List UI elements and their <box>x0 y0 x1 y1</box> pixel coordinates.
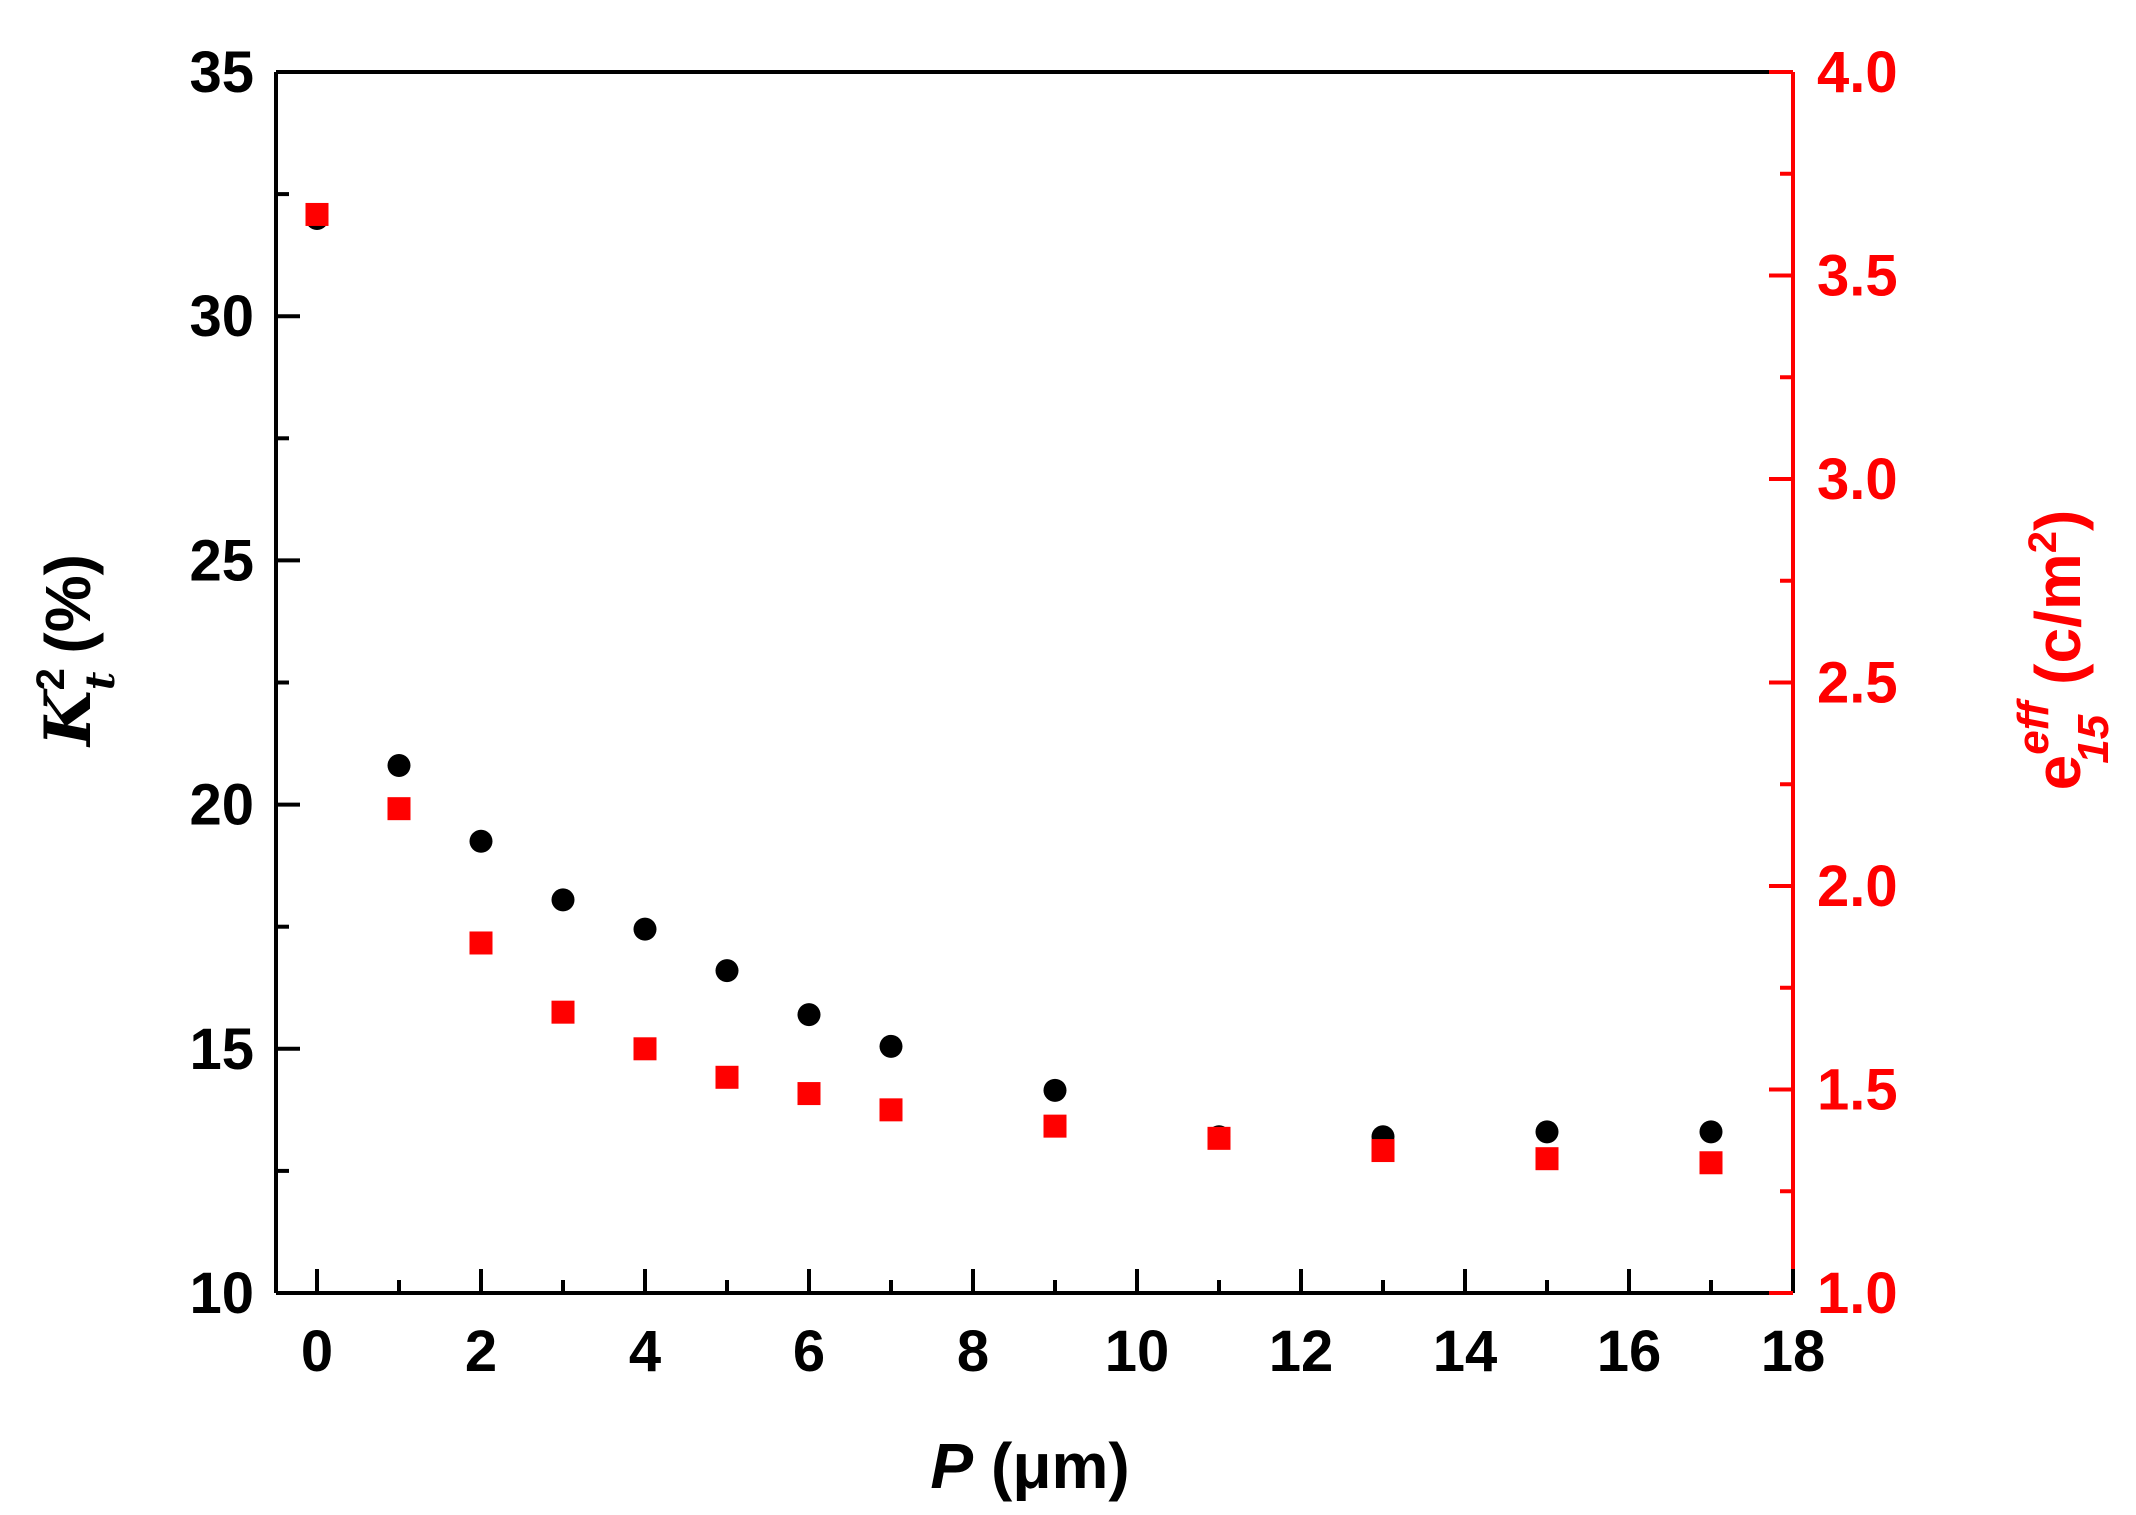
e15-point <box>305 202 329 226</box>
kt2-point <box>879 1034 903 1058</box>
x-tick-label: 16 <box>1597 1319 1662 1384</box>
e15-point <box>1043 1114 1067 1138</box>
x-axis-title: P (μm) <box>930 1430 1129 1502</box>
e15-point <box>633 1037 657 1061</box>
y-right-unit: (c/m <box>2022 553 2094 685</box>
x-tick-label: 18 <box>1761 1319 1826 1384</box>
x-axis-symbol: P <box>930 1430 973 1502</box>
y-right-tick-label: 2.0 <box>1817 854 1898 919</box>
e15-point <box>797 1082 821 1106</box>
y-left-subscript: t <box>77 671 124 690</box>
x-tick-label: 14 <box>1433 1319 1498 1384</box>
kt2-point <box>1043 1078 1067 1102</box>
axes-layer: 0 2 4 6 8 10 12 14 16 18 10 15 20 25 30 35 1.0 1.5 2.0 2.5 3… <box>189 40 1897 1384</box>
y-left-tick-label: 35 <box>189 40 254 105</box>
kt2-point <box>387 754 411 778</box>
e15-point <box>1535 1147 1559 1171</box>
y-left-tick-label: 30 <box>189 284 254 349</box>
e15-point <box>387 797 411 821</box>
e15-point <box>1207 1126 1231 1150</box>
e15-point <box>551 1000 575 1024</box>
y-right-tick-label: 3.0 <box>1817 447 1898 512</box>
kt2-point <box>633 917 657 941</box>
y-right-symbol: e <box>2022 755 2094 791</box>
y-right-axis-title: eeff 15 (c/m2) <box>2009 510 2118 791</box>
x-tick-label: 12 <box>1269 1319 1334 1384</box>
e15-point <box>715 1065 739 1089</box>
x-tick-label: 0 <box>301 1319 333 1384</box>
e15-point <box>469 931 493 955</box>
e15-point <box>1699 1151 1723 1175</box>
kt2-point <box>469 829 493 853</box>
y-right-tick-label: 4.0 <box>1817 40 1898 105</box>
x-tick-label: 6 <box>793 1319 825 1384</box>
y-right-unit-sup: 2 <box>2021 531 2065 553</box>
y-right-subscript: 15 <box>2069 714 2118 763</box>
kt2-point <box>551 888 575 912</box>
points-layer <box>305 202 1723 1175</box>
x-tick-label: 4 <box>629 1319 661 1384</box>
y-left-tick-label: 20 <box>189 773 254 838</box>
e15-point <box>1371 1139 1395 1163</box>
e15-point <box>879 1098 903 1122</box>
y-left-axis-title: K2 t (%) <box>29 554 124 748</box>
x-axis-unit: (μm) <box>991 1430 1130 1502</box>
kt2-point <box>1535 1120 1559 1144</box>
y-right-superscript: eff <box>2009 697 2058 754</box>
y-right-tick-label: 1.5 <box>1817 1058 1898 1123</box>
y-left-symbol: K <box>31 688 106 748</box>
y-left-tick-label: 25 <box>189 528 254 593</box>
y-left-unit: (%) <box>32 554 104 654</box>
kt2-point <box>715 959 739 983</box>
x-tick-label: 10 <box>1105 1319 1170 1384</box>
y-right-tick-label: 2.5 <box>1817 651 1898 716</box>
y-right-tick-label: 3.5 <box>1817 244 1898 309</box>
kt2-point <box>1699 1120 1723 1144</box>
y-right-tick-label: 1.0 <box>1817 1261 1898 1326</box>
x-tick-label: 2 <box>465 1319 497 1384</box>
y-left-tick-label: 10 <box>189 1261 254 1326</box>
y-left-tick-label: 15 <box>189 1017 254 1082</box>
x-tick-label: 8 <box>957 1319 989 1384</box>
y-right-unit-end: ) <box>2022 510 2094 531</box>
kt2-point <box>797 1003 821 1027</box>
y-left-superscript: 2 <box>29 668 73 690</box>
